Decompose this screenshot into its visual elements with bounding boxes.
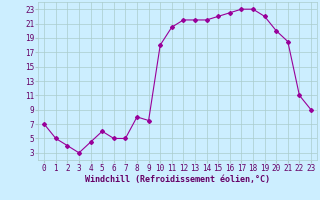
X-axis label: Windchill (Refroidissement éolien,°C): Windchill (Refroidissement éolien,°C) [85,175,270,184]
